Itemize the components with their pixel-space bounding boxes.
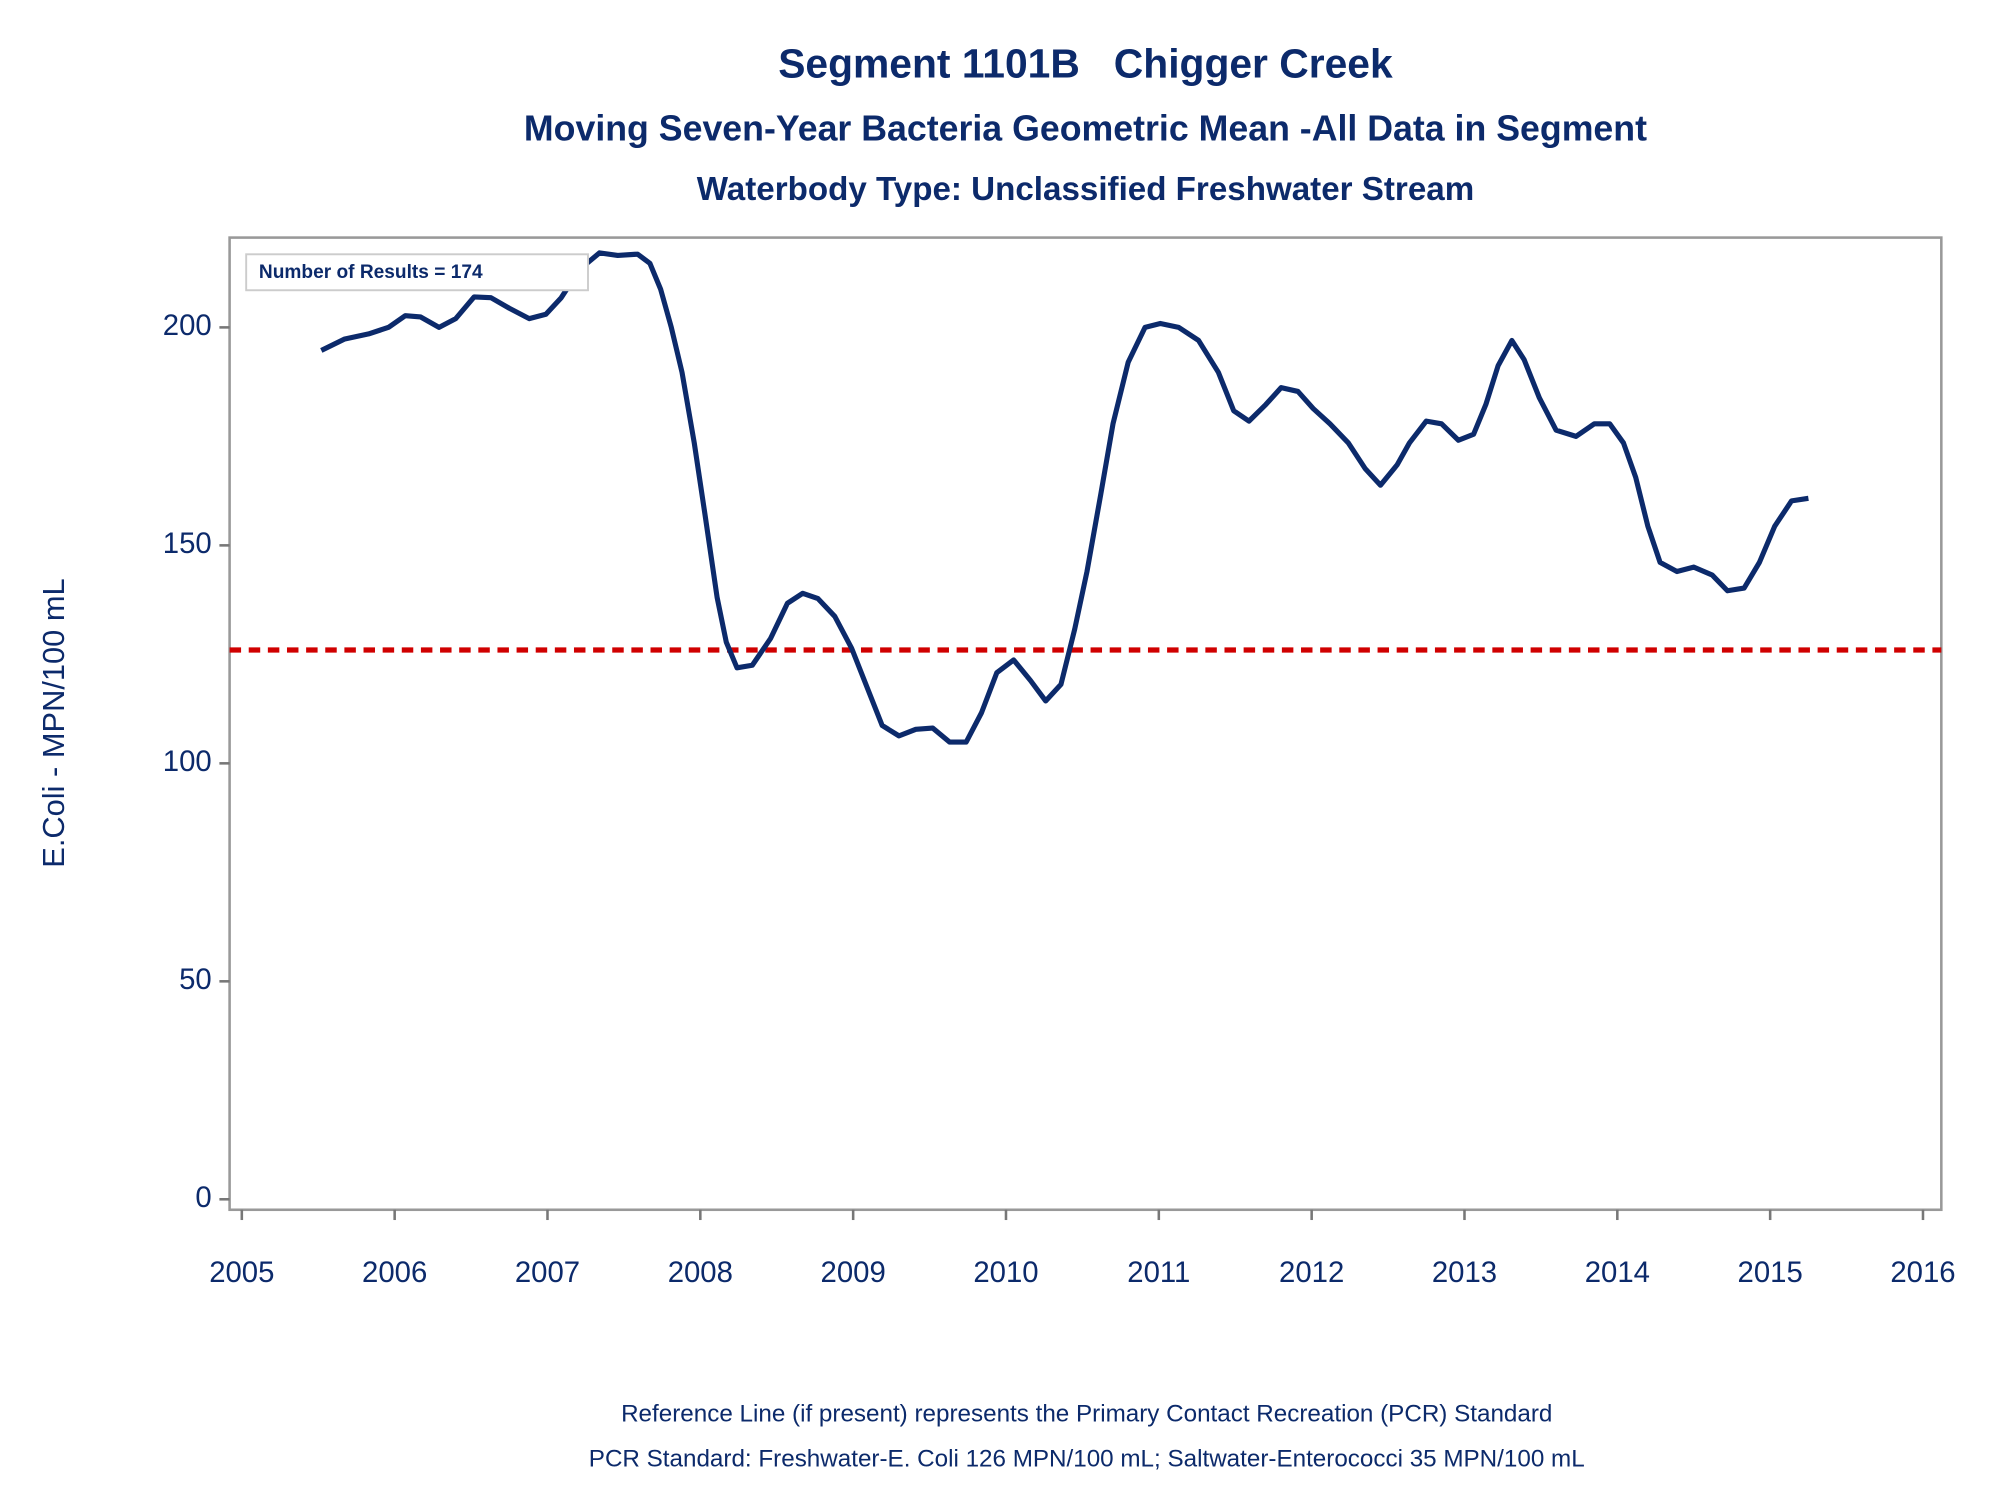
- x-tick-label: 2010: [973, 1256, 1038, 1289]
- x-tick-label: 2013: [1432, 1256, 1497, 1289]
- x-tick-label: 2008: [668, 1256, 733, 1289]
- x-tick-label: 2011: [1127, 1256, 1190, 1289]
- chart-subtitle: Moving Seven-Year Bacteria Geometric Mea…: [524, 108, 1647, 148]
- y-tick-label: 200: [163, 309, 212, 342]
- x-tick-label: 2005: [209, 1256, 274, 1289]
- x-tick-label: 2015: [1738, 1256, 1803, 1289]
- x-tick-label: 2007: [515, 1256, 580, 1289]
- x-tick-label: 2006: [362, 1256, 427, 1289]
- y-tick-label: 100: [163, 745, 212, 778]
- y-axis-label: E.Coli - MPN/100 mL: [36, 578, 71, 867]
- footnote: Reference Line (if present) represents t…: [621, 1401, 1552, 1428]
- annotation: Number of Results = 174: [259, 262, 483, 283]
- footnote: PCR Standard: Freshwater-E. Coli 126 MPN…: [589, 1446, 1585, 1473]
- annotation-box: [245, 253, 589, 292]
- data-line: [320, 250, 1809, 745]
- x-tick-label: 2012: [1279, 1256, 1344, 1289]
- y-tick-label: 50: [179, 963, 212, 996]
- x-tick-label: 2014: [1585, 1256, 1650, 1289]
- chart-title: Segment 1101B Chigger Creek: [778, 41, 1393, 87]
- plot-frame: [228, 236, 1943, 1212]
- y-tick-label: 0: [195, 1181, 211, 1214]
- x-tick-label: 2016: [1890, 1256, 1955, 1289]
- chart-subtitle: Waterbody Type: Unclassified Freshwater …: [697, 171, 1474, 208]
- x-tick-label: 2009: [821, 1256, 886, 1289]
- y-tick-label: 150: [163, 527, 212, 560]
